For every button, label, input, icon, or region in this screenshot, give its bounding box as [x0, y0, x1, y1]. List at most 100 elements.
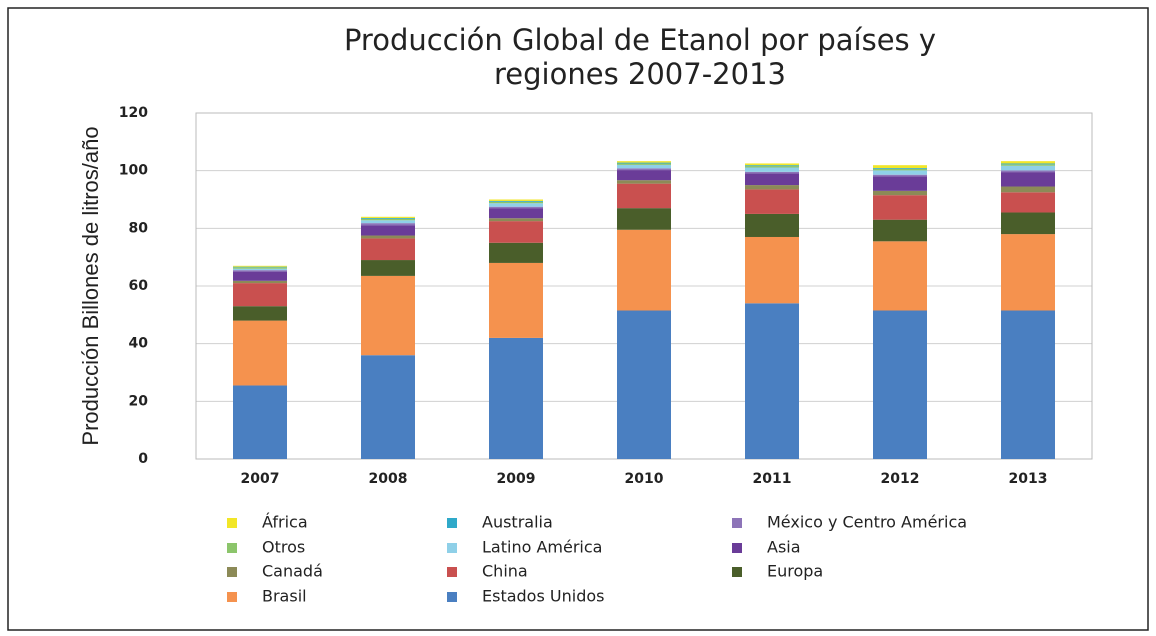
- bar-segment: [873, 168, 927, 171]
- bar-segment: [361, 355, 415, 459]
- legend-label: Europa: [767, 562, 823, 581]
- bar-segment: [233, 268, 287, 271]
- bar-segment: [489, 262, 543, 338]
- bar-segment: [361, 275, 415, 356]
- bar-segment: [361, 223, 415, 226]
- bar-segment: [233, 267, 287, 269]
- bar-segment: [873, 190, 927, 196]
- bar-segment: [745, 173, 799, 186]
- bar-segment: [1001, 186, 1055, 193]
- bar-segment: [617, 161, 671, 163]
- bar-segment: [361, 260, 415, 276]
- legend-label: Brasil: [262, 587, 307, 606]
- bar-segment: [1001, 164, 1055, 166]
- legend-label: México y Centro América: [767, 513, 967, 532]
- bar-segment: [233, 271, 287, 281]
- legend-swatch: [447, 518, 457, 528]
- bar-segment: [489, 201, 543, 204]
- bar-segment: [233, 320, 287, 386]
- bar-segment: [873, 310, 927, 459]
- bar-segment: [361, 235, 415, 239]
- legend-swatch: [227, 592, 237, 602]
- legend-label: Canadá: [262, 562, 323, 581]
- bar-segment: [1001, 165, 1055, 171]
- legend-label: Asia: [767, 538, 801, 557]
- bar-segment: [361, 218, 415, 221]
- legend-label: África: [262, 513, 308, 532]
- bar-segment: [745, 165, 799, 167]
- x-tick-label: 2013: [1009, 471, 1048, 487]
- bar-segment: [489, 221, 543, 243]
- bar-segment: [361, 216, 415, 218]
- x-tick-label: 2009: [497, 471, 536, 487]
- bar-segment: [489, 200, 543, 202]
- bar-segment: [873, 195, 927, 220]
- bar-segment: [1001, 161, 1055, 164]
- bar-segment: [233, 266, 287, 268]
- bar-segment: [617, 208, 671, 230]
- bar-segment: [745, 303, 799, 459]
- y-axis-label: Producción Billones de litros/año: [78, 126, 103, 445]
- legend-swatch: [447, 592, 457, 602]
- bar-segment: [873, 165, 927, 169]
- bar-segment: [233, 283, 287, 307]
- bar-segment: [489, 208, 543, 219]
- legend-swatch: [447, 567, 457, 577]
- bar-segment: [489, 206, 543, 209]
- y-tick-label: 20: [129, 393, 149, 409]
- bar-segment: [873, 170, 927, 175]
- bar-segment: [489, 199, 543, 201]
- legend-label: Otros: [262, 538, 305, 557]
- bar-segment: [617, 183, 671, 209]
- bar-segment: [873, 174, 927, 177]
- legend-swatch: [227, 567, 237, 577]
- bar-segment: [745, 166, 799, 168]
- legend-swatch: [732, 567, 742, 577]
- bar-segment: [745, 213, 799, 237]
- y-tick-label: 40: [129, 336, 149, 352]
- bar-segment: [617, 180, 671, 184]
- bar-segment: [873, 168, 927, 169]
- legend-label: Latino América: [482, 538, 602, 557]
- bar-segment: [745, 167, 799, 172]
- bar-segment: [233, 270, 287, 272]
- bar-segment: [1001, 234, 1055, 311]
- x-tick-label: 2011: [753, 471, 792, 487]
- y-tick-label: 120: [119, 105, 148, 121]
- bar-segment: [617, 164, 671, 169]
- chart-title: Producción Global de Etanol por países y: [344, 23, 936, 57]
- bar-segment: [617, 229, 671, 311]
- frame: [7, 7, 1149, 631]
- bar-segment: [489, 242, 543, 263]
- x-tick-label: 2007: [241, 471, 280, 487]
- bar-segment: [233, 280, 287, 284]
- bar-segment: [873, 241, 927, 311]
- bar-segment: [489, 203, 543, 207]
- bar-segment: [617, 162, 671, 164]
- y-tick-label: 80: [129, 220, 149, 236]
- legend-swatch: [732, 543, 742, 553]
- legend-swatch: [732, 518, 742, 528]
- x-tick-label: 2012: [881, 471, 920, 487]
- bar-segment: [361, 238, 415, 261]
- bar-segment: [1001, 163, 1055, 165]
- bar-segment: [617, 163, 671, 165]
- bar-segment: [1001, 192, 1055, 213]
- bar-segment: [745, 163, 799, 166]
- bar-segment: [1001, 310, 1055, 459]
- y-tick-label: 100: [119, 163, 148, 179]
- bar-segment: [617, 170, 671, 181]
- bar-segment: [1001, 170, 1055, 173]
- chart-title: regiones 2007-2013: [494, 57, 786, 91]
- bar-segment: [361, 220, 415, 224]
- bar-segment: [233, 306, 287, 321]
- bar-segment: [617, 310, 671, 459]
- bar-segment: [745, 236, 799, 304]
- bar-segment: [361, 217, 415, 219]
- legend-label: Australia: [482, 513, 553, 532]
- legend-label: Estados Unidos: [482, 587, 604, 606]
- bar-segment: [617, 168, 671, 171]
- bar-segment: [1001, 172, 1055, 187]
- legend-swatch: [227, 543, 237, 553]
- bar-segment: [873, 219, 927, 242]
